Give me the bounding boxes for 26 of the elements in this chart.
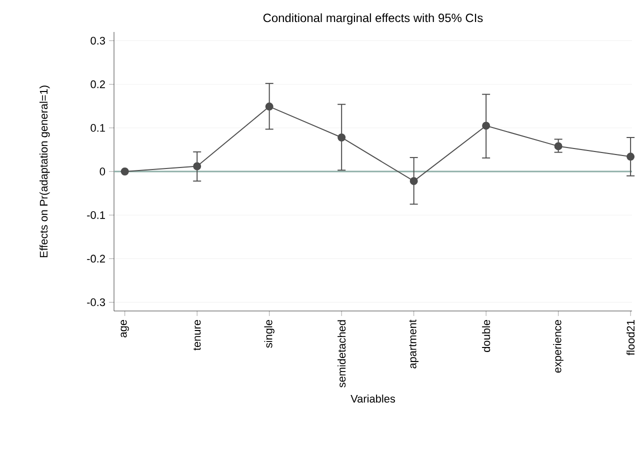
point: [554, 142, 562, 150]
chart-title: Conditional marginal effects with 95% CIs: [263, 13, 483, 24]
y-tick-label: 0.3: [90, 36, 105, 45]
x-tick-label: experience: [553, 320, 564, 373]
point: [193, 162, 202, 170]
y-tick-label: 0.2: [90, 80, 105, 88]
point: [626, 152, 635, 161]
x-tick-label: age: [120, 320, 129, 338]
y-tick-label: -0.3: [87, 298, 105, 306]
point: [482, 122, 490, 130]
y-tick-label: 0: [100, 168, 106, 176]
x-tick-label: double: [482, 320, 490, 352]
point: [410, 177, 418, 186]
point: [265, 102, 274, 111]
y-axis-title: Effects on Pr(adaptation general=1): [40, 86, 50, 258]
x-tick-label: apartment: [409, 320, 418, 368]
point: [338, 133, 346, 142]
point: [120, 167, 129, 176]
x-axis-title: Variables: [350, 394, 396, 403]
x-tick-label: tenure: [194, 320, 201, 350]
x-tick-label: flood21: [626, 320, 635, 356]
y-tick-label: 0.1: [90, 124, 105, 132]
y-tick-label: -0.2: [87, 254, 105, 263]
y-tick-label: -0.1: [87, 211, 105, 219]
x-tick-label: single: [264, 320, 274, 348]
x-tick-label: semidetached: [338, 320, 346, 388]
